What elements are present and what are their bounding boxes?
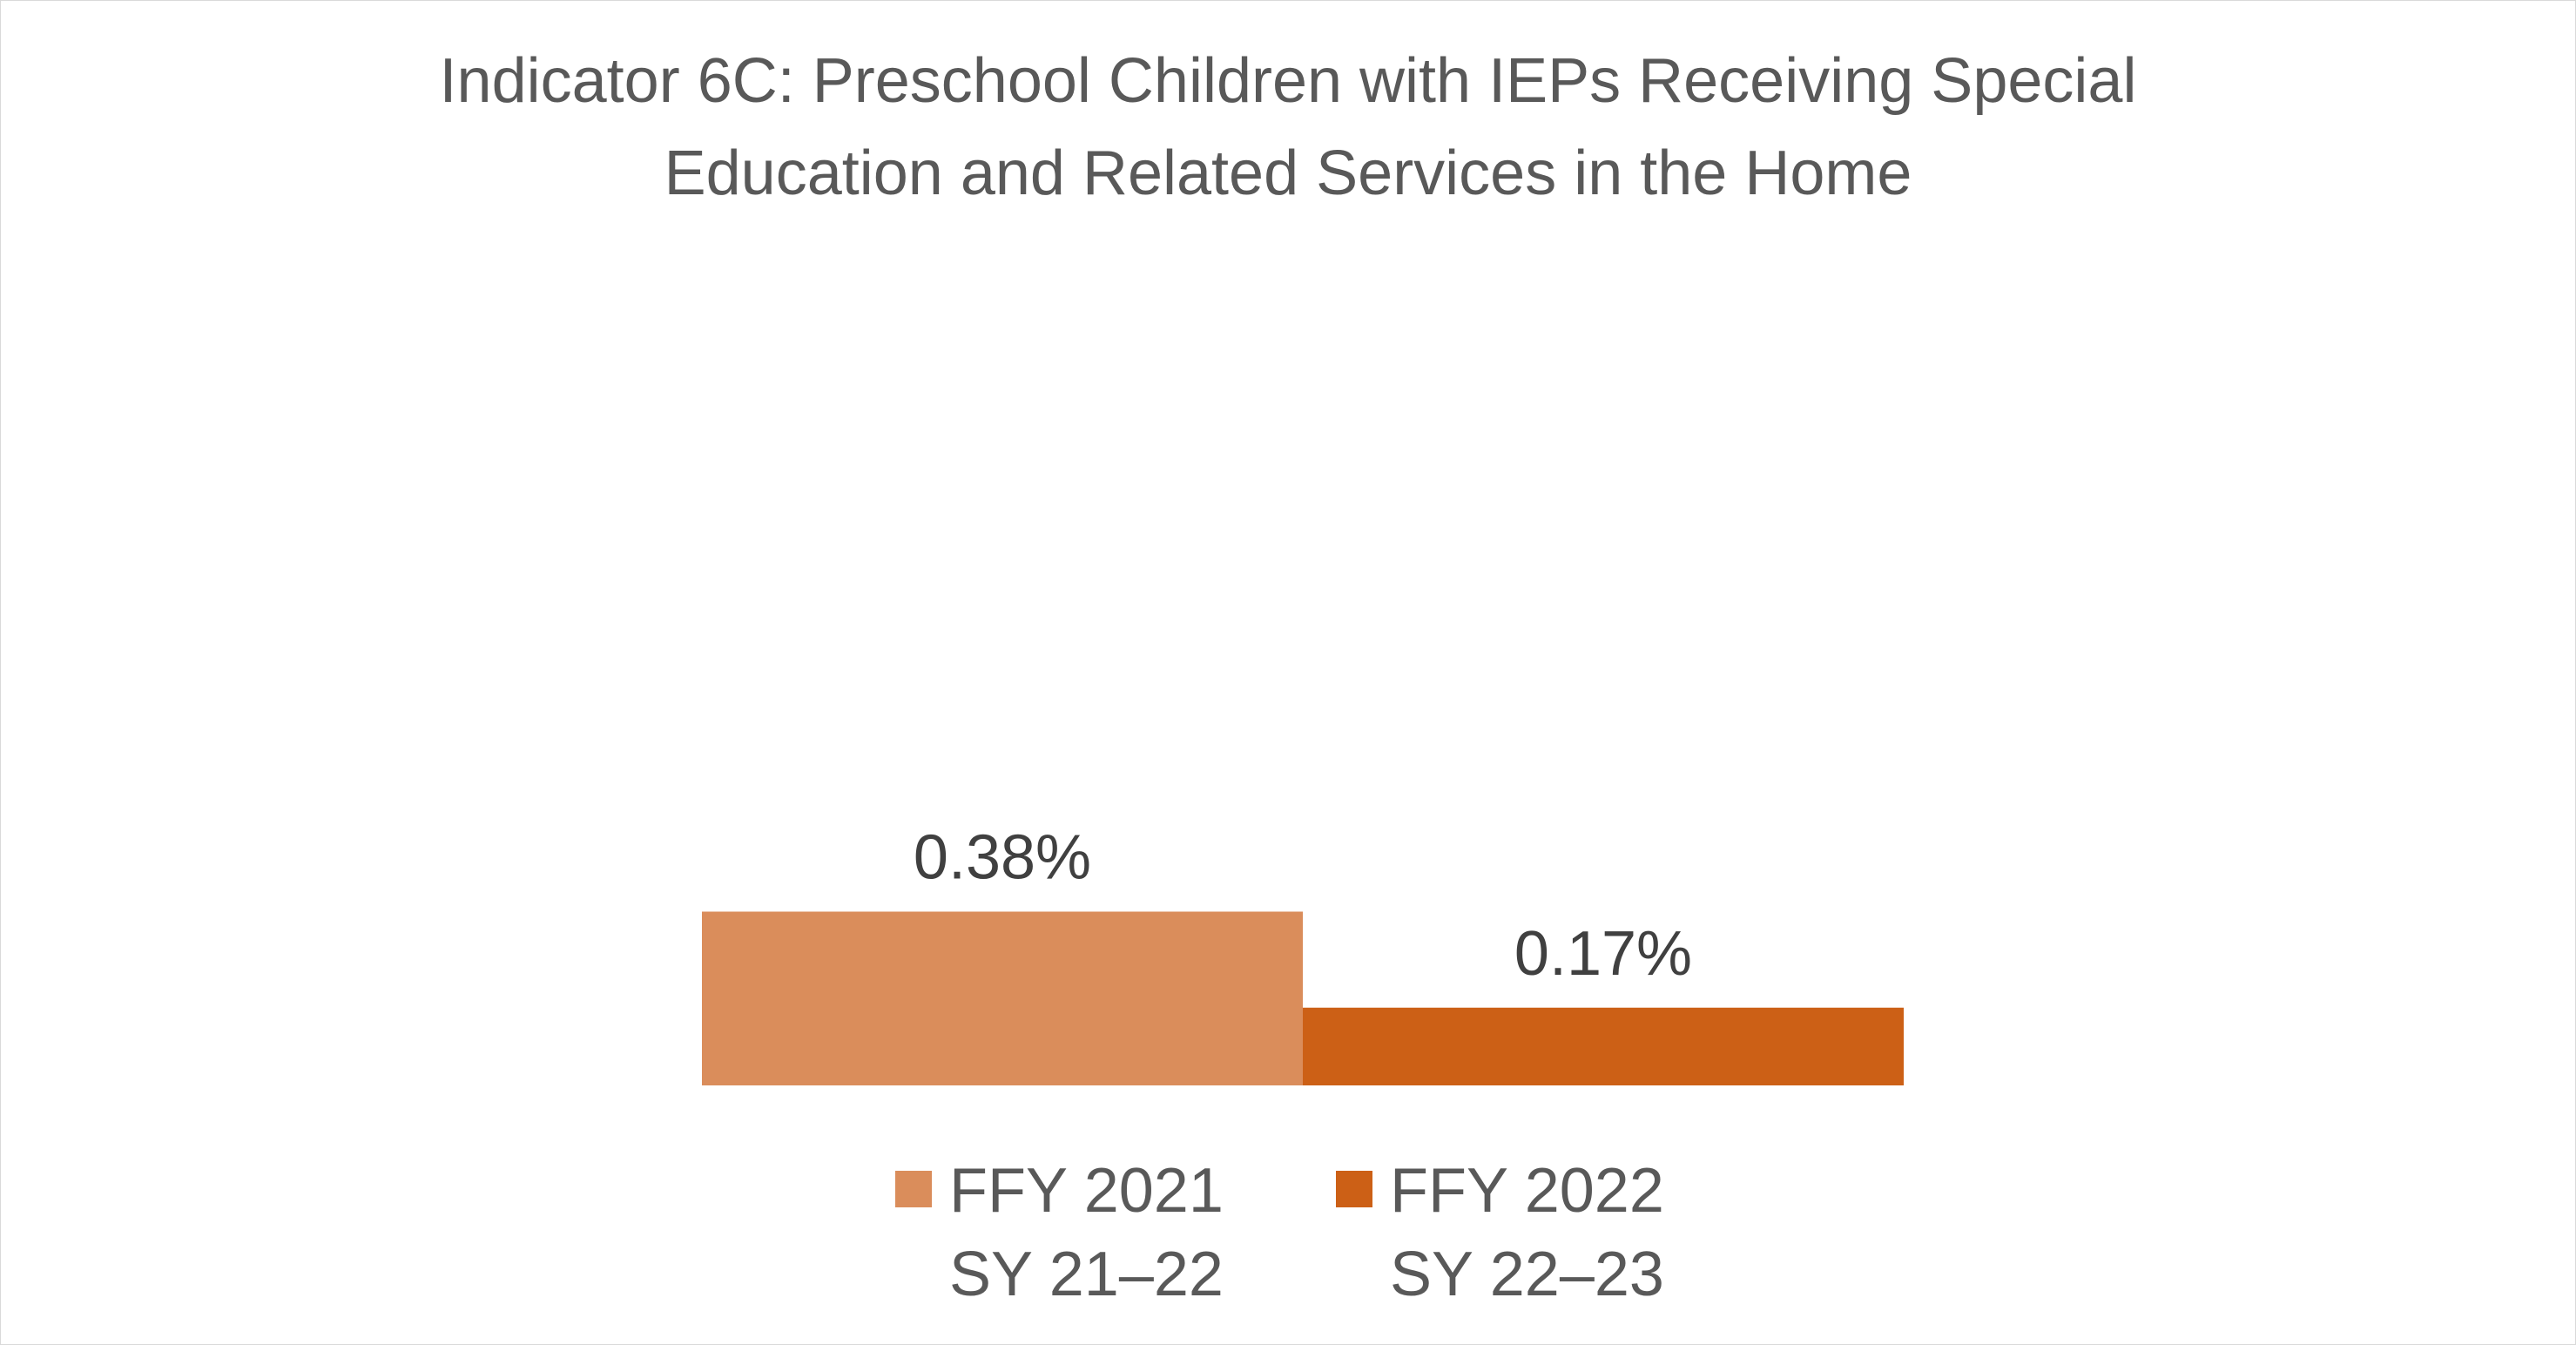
chart-title-line-2: Education and Related Services in the Ho… bbox=[664, 139, 1912, 208]
bars-group bbox=[702, 911, 1904, 1085]
chart-title: Indicator 6C: Preschool Children with IE… bbox=[0, 35, 2576, 220]
legend-swatch-2 bbox=[1336, 1171, 1372, 1207]
legend-label-2-line-2: SY 22–23 bbox=[1390, 1240, 1664, 1309]
chart-title-line-1: Indicator 6C: Preschool Children with IE… bbox=[439, 46, 2137, 116]
legend-label-1-line-2: SY 21–22 bbox=[949, 1240, 1224, 1309]
legend-label-1-line-1: FFY 2021 bbox=[949, 1156, 1224, 1226]
data-labels-group: 0.38% 0.17% bbox=[914, 823, 1692, 989]
data-label-1: 0.38% bbox=[914, 823, 1091, 893]
bar-1 bbox=[702, 911, 1303, 1085]
legend-label-2-line-1: FFY 2022 bbox=[1390, 1156, 1664, 1226]
bar-2 bbox=[1303, 1007, 1904, 1085]
data-label-2: 0.17% bbox=[1514, 919, 1692, 989]
legend-swatch-1 bbox=[895, 1171, 932, 1207]
legend: FFY 2021 SY 21–22 FFY 2022 SY 22–23 bbox=[895, 1156, 1664, 1309]
